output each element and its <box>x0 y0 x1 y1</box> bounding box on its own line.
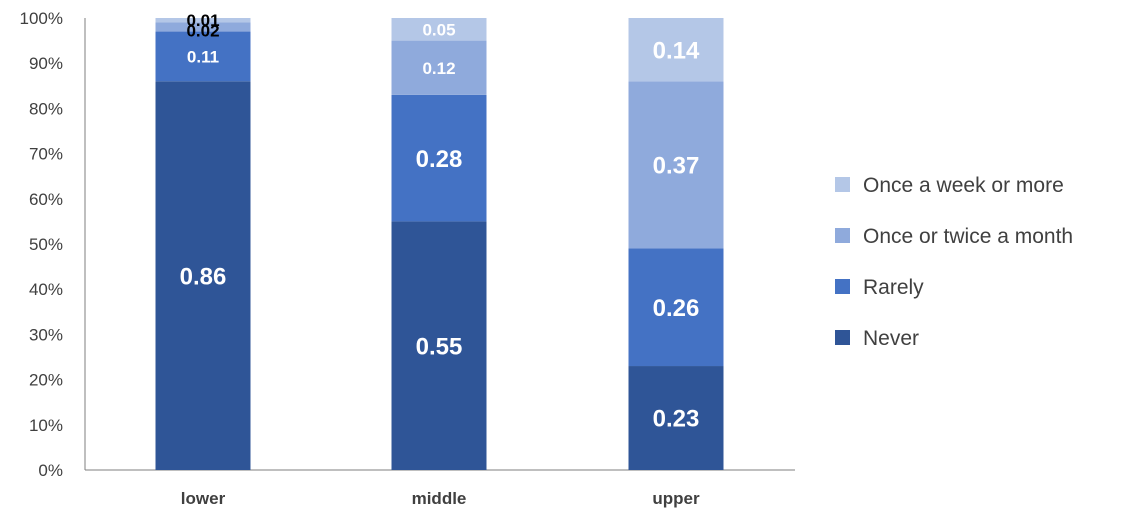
data-label: 0.02 <box>186 22 219 41</box>
data-label: 0.14 <box>653 37 700 64</box>
data-label: 0.26 <box>653 295 700 322</box>
y-tick-label: 90% <box>29 54 63 73</box>
data-label: 0.11 <box>187 48 219 67</box>
bar-segment <box>628 18 724 82</box>
legend-label: Never <box>863 327 919 350</box>
y-tick-label: 10% <box>29 416 63 435</box>
data-label: 0.86 <box>180 263 227 290</box>
data-label: 0.05 <box>422 20 455 39</box>
bar-segment <box>155 18 251 23</box>
data-label: 0.12 <box>422 59 455 78</box>
legend-label: Once or twice a month <box>863 225 1073 248</box>
bar-segment <box>391 94 487 222</box>
y-tick-label: 30% <box>29 325 63 344</box>
legend-swatch <box>835 177 850 192</box>
y-tick-label: 100% <box>20 9 63 28</box>
data-label: 0.55 <box>416 333 463 360</box>
data-label: 0.01 <box>186 11 219 30</box>
data-label: 0.28 <box>416 146 463 173</box>
bar-segment <box>155 31 251 82</box>
bar-segment <box>155 22 251 32</box>
y-tick-label: 40% <box>29 280 63 299</box>
y-tick-label: 60% <box>29 190 63 209</box>
data-label: 0.23 <box>653 406 700 433</box>
legend: Once a week or more Once or twice a month… <box>835 174 1073 350</box>
legend-swatch <box>835 279 850 294</box>
bar-segment <box>391 40 487 95</box>
bar-segment <box>628 248 724 367</box>
bar-segment <box>391 221 487 470</box>
bars <box>155 18 724 470</box>
axes: 0% 10% 20% 30% 40% 50% 60% 70% 80% 90% 100% lower mi… <box>20 9 795 508</box>
y-tick-label: 70% <box>29 145 63 164</box>
legend-label: Once a week or more <box>863 174 1064 197</box>
bar-segment <box>391 18 487 41</box>
bar-segment <box>155 81 251 470</box>
x-category-label: lower <box>181 489 226 508</box>
data-label: 0.37 <box>653 153 700 180</box>
x-category-label: middle <box>412 489 467 508</box>
y-tick-label: 80% <box>29 99 63 118</box>
legend-swatch <box>835 330 850 345</box>
y-tick-label: 20% <box>29 371 63 390</box>
data-labels: 0.86 0.11 0.020.01 0.55 0.28 0.12 0.05 0.23 0.26… <box>180 11 700 433</box>
x-category-label: upper <box>652 489 700 508</box>
legend-swatch <box>835 228 850 243</box>
bar-segment <box>628 81 724 249</box>
bar-segment <box>628 366 724 470</box>
legend-label: Rarely <box>863 276 924 299</box>
y-tick-label: 50% <box>29 235 63 254</box>
y-tick-label: 0% <box>38 461 63 480</box>
